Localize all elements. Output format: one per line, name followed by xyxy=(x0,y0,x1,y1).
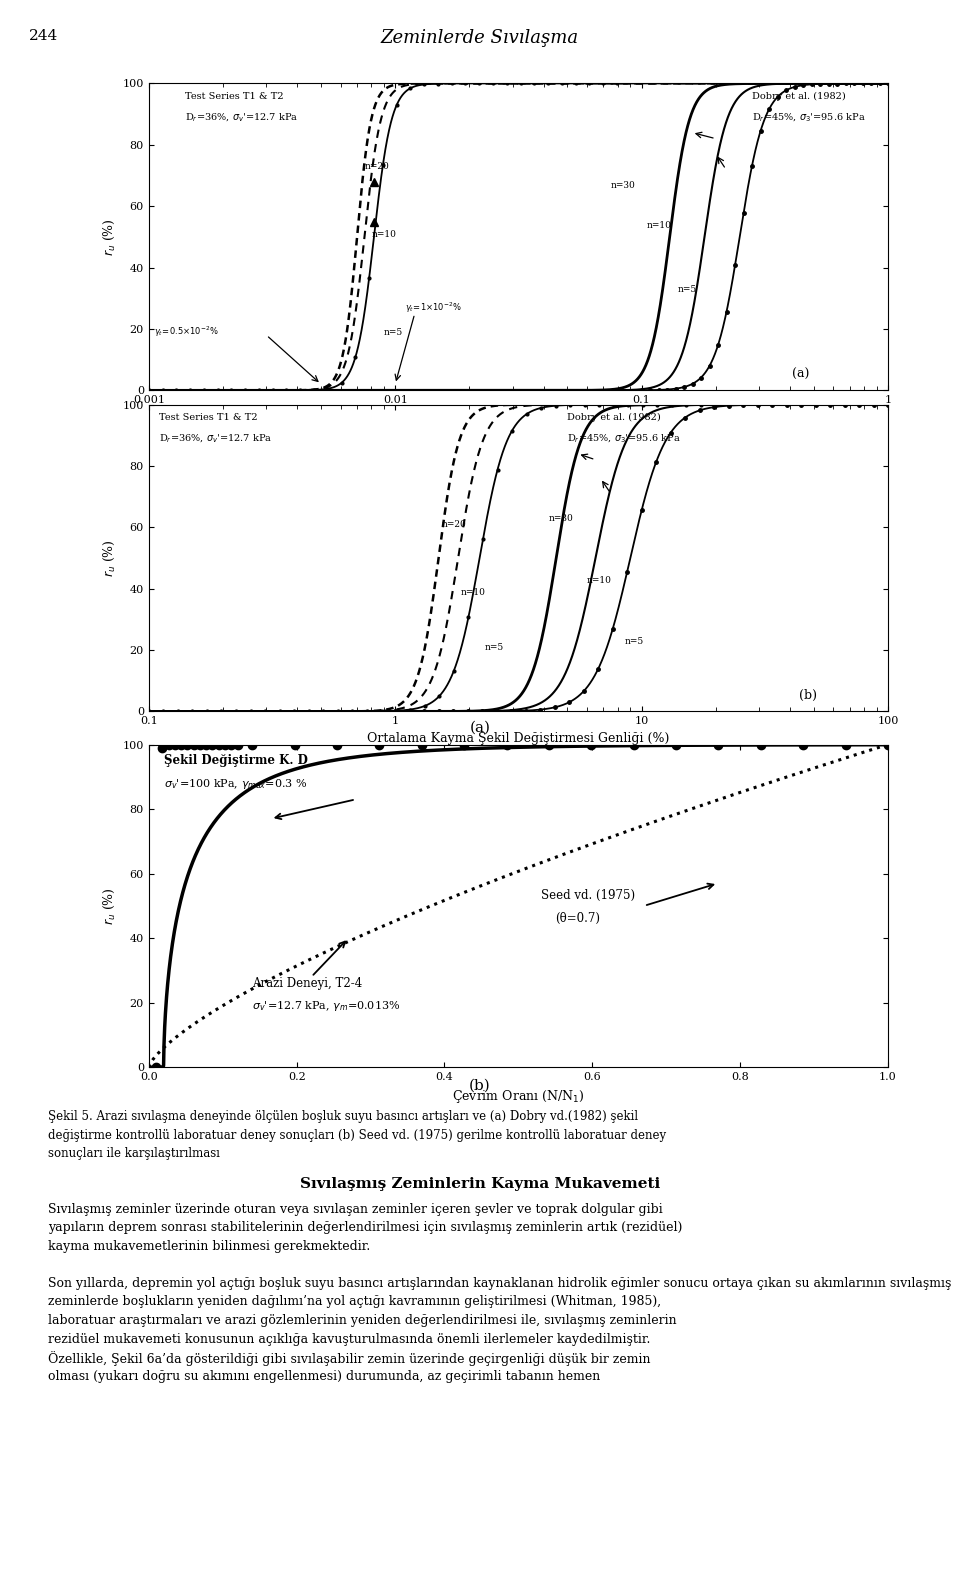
Text: değiştirme kontrollü laboratuar deney sonuçları (b) Seed vd. (1975) gerilme kont: değiştirme kontrollü laboratuar deney so… xyxy=(48,1129,666,1141)
Y-axis label: $r_u$ (%): $r_u$ (%) xyxy=(102,540,117,576)
Text: Sıvılaşmış zeminler üzerinde oturan veya sıvılaşan zeminler içeren şevler ve top: Sıvılaşmış zeminler üzerinde oturan veya… xyxy=(48,1203,662,1215)
Text: laboratuar araştırmaları ve arazi gözlemlerinin yeniden değerlendirilmesi ile, s: laboratuar araştırmaları ve arazi gözlem… xyxy=(48,1314,677,1327)
Text: Zeminlerde Sıvılaşma: Zeminlerde Sıvılaşma xyxy=(381,28,579,47)
Text: D$_r$=45%, $\sigma_3$'=95.6 kPa: D$_r$=45%, $\sigma_3$'=95.6 kPa xyxy=(567,433,681,445)
X-axis label: Ortalama Kayma Şekil Değiştirmesi Genliği (%): Ortalama Kayma Şekil Değiştirmesi Genliğ… xyxy=(368,411,669,423)
Text: sonuçları ile karşılaştırılması: sonuçları ile karşılaştırılması xyxy=(48,1147,220,1160)
Text: $\gamma_t\!=\!0.5{\times}10^{-2}\%$: $\gamma_t\!=\!0.5{\times}10^{-2}\%$ xyxy=(154,324,219,338)
Text: $\sigma_v$'=12.7 kPa, $\gamma_m$=0.013%: $\sigma_v$'=12.7 kPa, $\gamma_m$=0.013% xyxy=(252,999,400,1014)
Text: D$_r$=36%, $\sigma_v$'=12.7 kPa: D$_r$=36%, $\sigma_v$'=12.7 kPa xyxy=(185,112,298,124)
Text: D$_r$=45%, $\sigma_3$'=95.6 kPa: D$_r$=45%, $\sigma_3$'=95.6 kPa xyxy=(752,112,865,124)
Text: n=20: n=20 xyxy=(443,521,467,529)
Text: Dobry et al. (1982): Dobry et al. (1982) xyxy=(567,412,661,422)
Text: (a): (a) xyxy=(792,368,809,381)
Text: (θ=0.7): (θ=0.7) xyxy=(556,911,600,926)
Text: Son yıllarda, depremin yol açtığı boşluk suyu basıncı artışlarından kaynaklanan : Son yıllarda, depremin yol açtığı boşluk… xyxy=(48,1277,951,1289)
Text: n=10: n=10 xyxy=(461,587,486,597)
Text: n=20: n=20 xyxy=(365,162,389,172)
X-axis label: Ortalama Kayma Şekil Değiştirmesi Genliği (%): Ortalama Kayma Şekil Değiştirmesi Genliğ… xyxy=(368,732,669,745)
Text: yapıların deprem sonrası stabilitelerinin değerlendirilmesi için sıvılaşmış zemi: yapıların deprem sonrası stabilitelerini… xyxy=(48,1221,683,1234)
Text: n=10: n=10 xyxy=(587,576,612,584)
Y-axis label: $r_u$ (%): $r_u$ (%) xyxy=(102,888,117,924)
Text: Sıvılaşmış Zeminlerin Kayma Mukavemeti: Sıvılaşmış Zeminlerin Kayma Mukavemeti xyxy=(300,1177,660,1192)
Text: n=10: n=10 xyxy=(372,230,396,239)
Text: n=10: n=10 xyxy=(647,220,672,230)
Text: Şekil 5. Arazi sıvılaşma deneyinde ölçülen boşluk suyu basıncı artışları ve (a) : Şekil 5. Arazi sıvılaşma deneyinde ölçül… xyxy=(48,1110,638,1122)
Text: 244: 244 xyxy=(29,28,58,42)
Text: n=5: n=5 xyxy=(485,644,504,652)
Text: Şekil Değiştirme K. D: Şekil Değiştirme K. D xyxy=(163,754,307,767)
Text: olması (yukarı doğru su akımını engellenmesi) durumunda, az geçirimli tabanın he: olması (yukarı doğru su akımını engellen… xyxy=(48,1369,600,1382)
Text: (a): (a) xyxy=(469,721,491,735)
Text: n=30: n=30 xyxy=(549,515,573,523)
Text: D$_r$=36%, $\sigma_v$'=12.7 kPa: D$_r$=36%, $\sigma_v$'=12.7 kPa xyxy=(159,433,273,445)
Text: $\sigma_v$'=100 kPa, $\gamma_{max}$=0.3 %: $\sigma_v$'=100 kPa, $\gamma_{max}$=0.3 … xyxy=(163,776,307,790)
Text: n=5: n=5 xyxy=(624,637,643,645)
Text: Test Series T1 & T2: Test Series T1 & T2 xyxy=(185,91,283,101)
Text: Test Series T1 & T2: Test Series T1 & T2 xyxy=(159,412,257,422)
Text: (b): (b) xyxy=(469,1078,491,1092)
Text: n=5: n=5 xyxy=(678,285,697,294)
Text: Seed vd. (1975): Seed vd. (1975) xyxy=(540,889,635,902)
Text: rezidüel mukavemeti konusunun açıklığa kavuşturulmasında önemli ilerlemeler kayd: rezidüel mukavemeti konusunun açıklığa k… xyxy=(48,1333,650,1346)
Text: Dobry et al. (1982): Dobry et al. (1982) xyxy=(752,91,846,101)
Text: n=5: n=5 xyxy=(384,327,403,337)
Y-axis label: $r_u$ (%): $r_u$ (%) xyxy=(102,219,117,255)
Text: (b): (b) xyxy=(800,689,817,702)
Text: Özellikle, Şekil 6a’da gösterildiği gibi sıvılaşabilir zemin üzerinde geçirgenli: Özellikle, Şekil 6a’da gösterildiği gibi… xyxy=(48,1350,651,1366)
X-axis label: Çevrim Oranı (N/N$_1$): Çevrim Oranı (N/N$_1$) xyxy=(452,1088,585,1105)
Text: zeminlerde boşlukların yeniden dağılımı’na yol açtığı kavramının geliştirilmesi : zeminlerde boşlukların yeniden dağılımı’… xyxy=(48,1295,661,1308)
Text: Arazi Deneyi, T2-4: Arazi Deneyi, T2-4 xyxy=(252,976,363,990)
Text: kayma mukavemetlerinin bilinmesi gerekmektedir.: kayma mukavemetlerinin bilinmesi gerekme… xyxy=(48,1240,371,1253)
Text: $\gamma_t\!=\!1{\times}10^{-2}\%$: $\gamma_t\!=\!1{\times}10^{-2}\%$ xyxy=(405,301,462,315)
Text: n=30: n=30 xyxy=(611,181,636,190)
